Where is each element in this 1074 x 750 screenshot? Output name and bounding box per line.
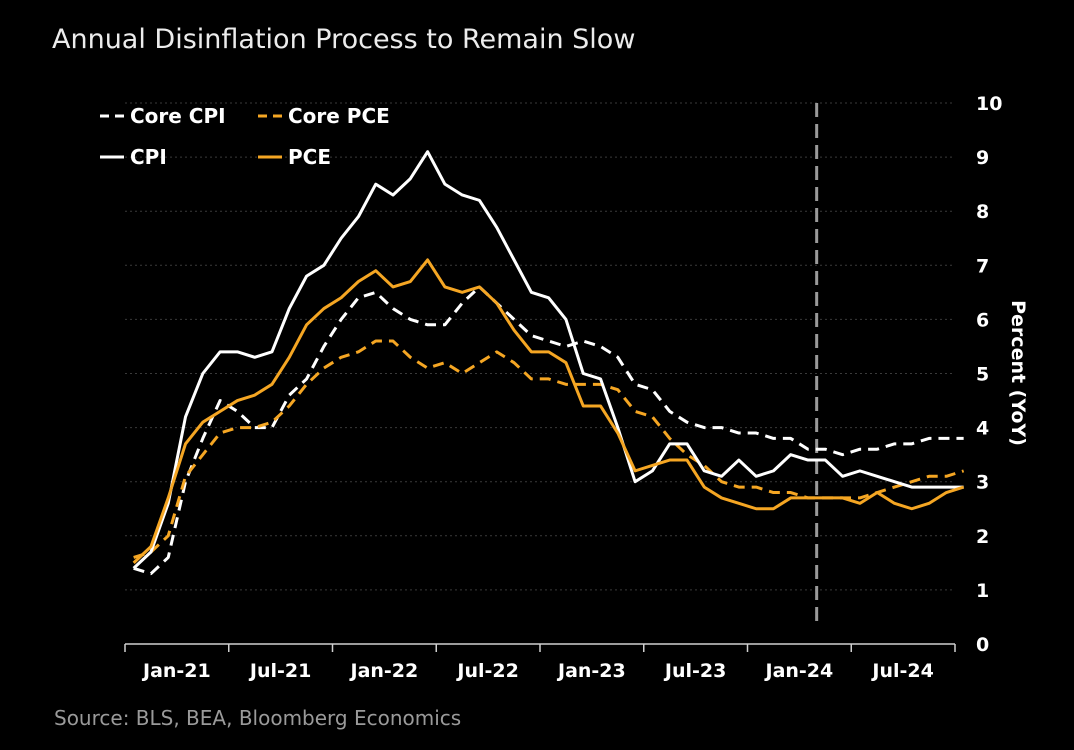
- series-core_pce-line: [133, 339, 965, 559]
- y-tick-label: 1: [976, 580, 989, 602]
- gridlines: [125, 102, 955, 591]
- y-tick-label: 9: [976, 147, 989, 169]
- legend-label-pce: PCE: [288, 145, 331, 169]
- x-tick-label: Jan-21: [141, 660, 211, 682]
- x-axis-ticks: Jan-21 Jul-21 Jan-22 Jul-22 Jan-23 Jul-23 Jan-…: [141, 660, 934, 682]
- y-tick-label: 0: [976, 634, 989, 656]
- y-tick-label: 10: [976, 93, 1002, 115]
- y-tick-label: 5: [976, 364, 989, 386]
- y-axis-ticks: 0 1 2 3 4 5 6 7 8 9 10: [976, 93, 1002, 656]
- x-tick-label: Jul-24: [870, 660, 933, 682]
- y-tick-label: 4: [976, 418, 989, 440]
- x-tick-label: Jul-23: [663, 660, 726, 682]
- x-tick-label: Jan-24: [764, 660, 834, 682]
- series-pce-line: [132, 258, 965, 564]
- legend-label-core_pce: Core PCE: [288, 104, 390, 128]
- legend-label-core_cpi: Core CPI: [130, 104, 226, 128]
- source-note: Source: BLS, BEA, Bloomberg Economics: [54, 706, 462, 730]
- chart-title: Annual Disinflation Process to Remain Sl…: [52, 24, 636, 55]
- y-tick-label: 2: [976, 526, 989, 548]
- legend-label-cpi: CPI: [130, 145, 167, 169]
- x-tick-label: Jul-21: [248, 660, 311, 682]
- series-cpi-line: [132, 150, 964, 570]
- x-tick-label: Jan-23: [556, 660, 626, 682]
- series-lines: [132, 150, 965, 576]
- y-axis-label: Percent (YoY): [1007, 300, 1029, 446]
- y-tick-label: 8: [976, 201, 989, 223]
- y-tick-label: 3: [976, 472, 989, 494]
- x-tick-label: Jul-22: [455, 660, 518, 682]
- x-tick-label: Jan-22: [349, 660, 419, 682]
- y-tick-label: 7: [976, 255, 989, 277]
- legend: Core CPI Core PCE CPI PCE: [100, 104, 390, 169]
- series-core_cpi-line: [133, 285, 964, 576]
- y-tick-label: 6: [976, 309, 989, 331]
- x-axis: [124, 643, 956, 652]
